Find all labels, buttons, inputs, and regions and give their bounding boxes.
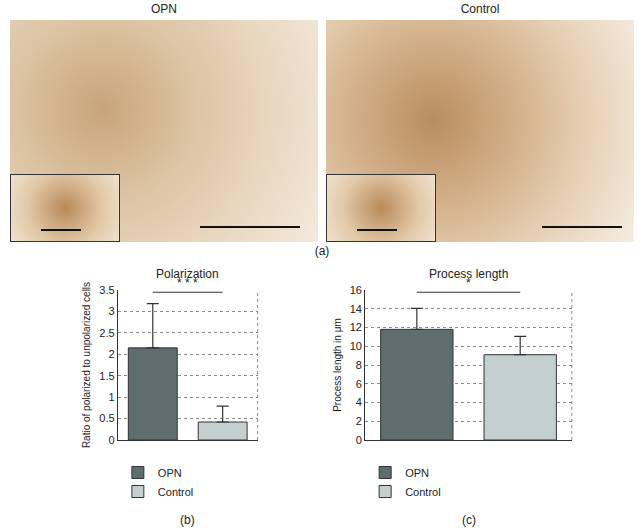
svg-text:0: 0 xyxy=(356,434,362,446)
svg-text:Process length in μm: Process length in μm xyxy=(332,318,343,412)
html-text:(a): (a) xyxy=(314,244,330,258)
svg-text:12: 12 xyxy=(350,321,362,333)
svg-text:*: * xyxy=(466,276,471,290)
svg-text:2.5: 2.5 xyxy=(99,327,114,339)
svg-text:3.5: 3.5 xyxy=(99,284,114,296)
html-text:OPN: OPN xyxy=(151,2,177,16)
svg-text:14: 14 xyxy=(350,303,362,315)
svg-text:Ratio of polarized to unpolari: Ratio of polarized to unpolarized cells xyxy=(81,282,92,448)
svg-text:6: 6 xyxy=(356,378,362,390)
svg-text:1.5: 1.5 xyxy=(99,370,114,382)
svg-text:1: 1 xyxy=(109,391,115,403)
svg-text:3: 3 xyxy=(109,305,115,317)
svg-text:0.5: 0.5 xyxy=(99,412,114,424)
svg-text:OPN: OPN xyxy=(158,467,182,479)
svg-text:8: 8 xyxy=(356,359,362,371)
svg-text:(b): (b) xyxy=(180,513,195,527)
svg-text:0: 0 xyxy=(109,434,115,446)
svg-text:(c): (c) xyxy=(462,513,476,527)
svg-text:2: 2 xyxy=(109,348,115,360)
svg-text:Control: Control xyxy=(405,486,440,498)
svg-text:4: 4 xyxy=(356,396,362,408)
svg-text:* * *: * * * xyxy=(177,276,198,290)
svg-text:2: 2 xyxy=(356,415,362,427)
svg-text:Polarization: Polarization xyxy=(156,267,219,281)
html-text:Control: Control xyxy=(460,2,500,16)
svg-text:16: 16 xyxy=(350,284,362,296)
svg-text:OPN: OPN xyxy=(405,467,429,479)
svg-text:Control: Control xyxy=(158,486,193,498)
svg-text:Process length: Process length xyxy=(429,267,508,281)
svg-text:10: 10 xyxy=(350,340,362,352)
